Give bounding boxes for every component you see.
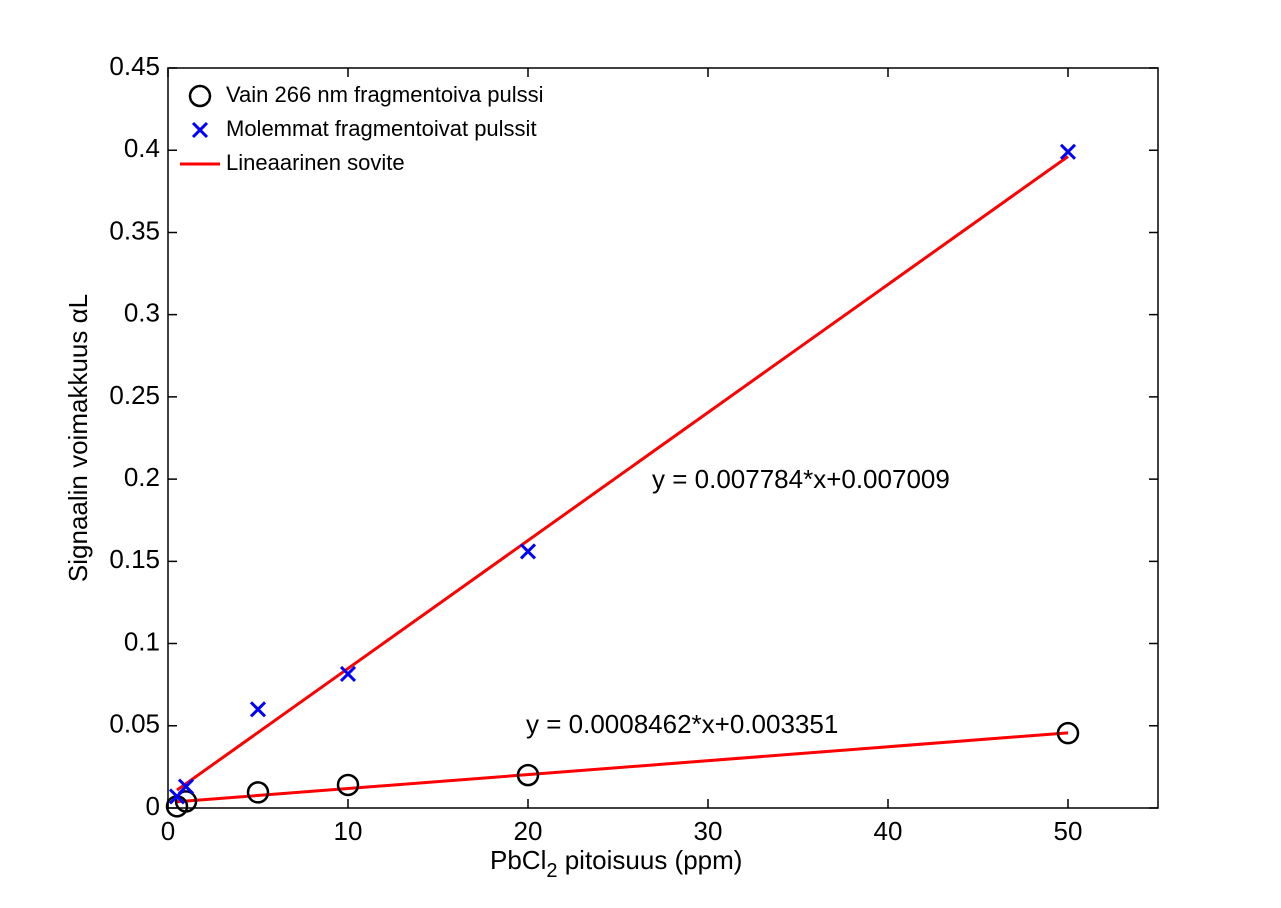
y-tick-label: 0.2 <box>124 462 160 492</box>
y-tick-label: 0 <box>146 791 160 821</box>
point <box>336 773 360 797</box>
x-tick-label: 20 <box>514 816 543 846</box>
y-tick-label: 0.3 <box>124 298 160 328</box>
y-axis-label: Signaalin voimakkuus αL <box>63 294 93 582</box>
x-label-part: PbCl <box>490 845 546 875</box>
point <box>249 701 267 718</box>
fit-line <box>176 731 1069 804</box>
x-axis-label: PbCl2 pitoisuus (ppm) <box>490 845 742 882</box>
x-tick-label: 40 <box>874 816 903 846</box>
y-tick-label: 0.1 <box>124 626 160 656</box>
x-label-subscript: 2 <box>546 860 557 882</box>
legend-label: Lineaarinen sovite <box>226 150 405 175</box>
y-tick-label: 0.15 <box>109 544 160 574</box>
y-tick-label: 0.35 <box>109 215 160 245</box>
y-tick-label: 0.05 <box>109 709 160 739</box>
fit-line <box>176 155 1069 792</box>
legend-label: Vain 266 nm fragmentoiva pulssi <box>226 82 544 107</box>
point <box>339 665 357 683</box>
point <box>246 781 270 804</box>
x-tick-label: 10 <box>334 816 363 846</box>
y-tick-label: 0.4 <box>124 133 160 163</box>
plot-area <box>167 67 1159 809</box>
x-tick-label: 50 <box>1054 816 1083 846</box>
y-tick-label: 0.25 <box>109 380 160 410</box>
legend-marker <box>188 84 212 108</box>
point <box>174 790 198 813</box>
point <box>177 778 195 795</box>
point <box>516 763 540 787</box>
point <box>519 543 537 560</box>
legend-label: Molemmat fragmentoivat pulssit <box>226 116 537 141</box>
point <box>1059 143 1077 160</box>
x-label-part: pitoisuus (ppm) <box>557 845 742 875</box>
annotation: y = 0.0008462*x+0.003351 <box>526 709 838 739</box>
legend-marker <box>191 121 209 139</box>
point <box>1056 721 1080 745</box>
annotation: y = 0.007784*x+0.007009 <box>652 464 950 494</box>
y-tick-label: 0.45 <box>109 51 160 81</box>
x-tick-label: 0 <box>161 816 175 846</box>
x-tick-label: 30 <box>694 816 723 846</box>
